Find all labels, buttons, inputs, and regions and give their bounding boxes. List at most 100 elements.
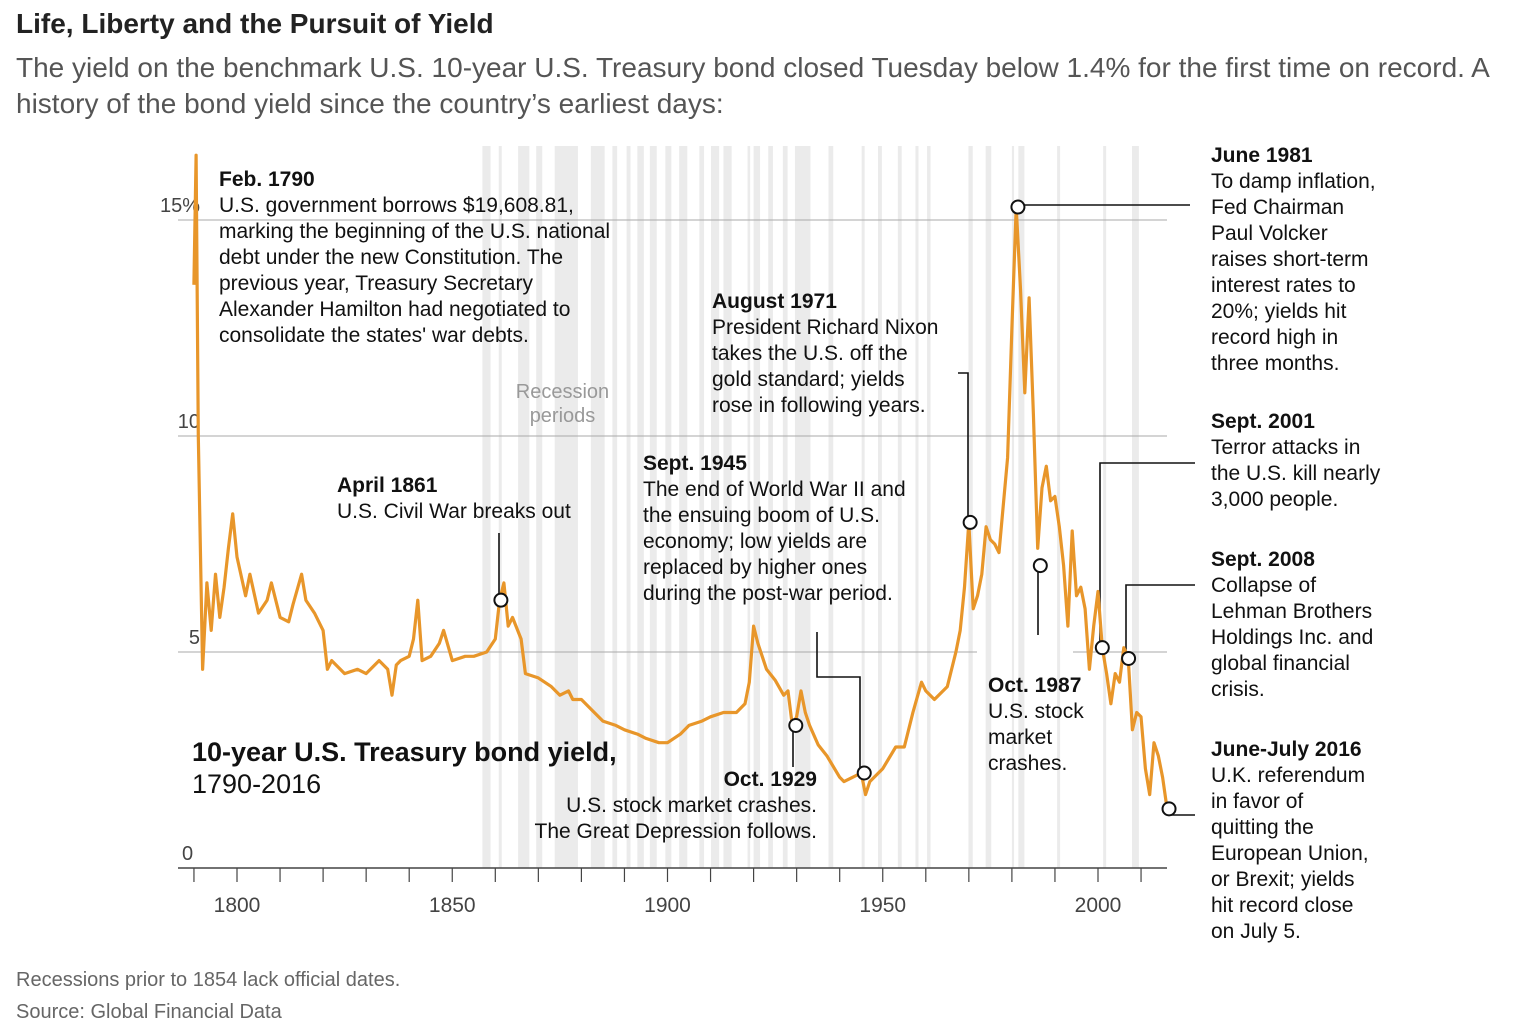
series-label-range: 1790-2016 [192,769,322,799]
annotation-date: Feb. 1790 [219,168,315,191]
annotation-text-line: or Brexit; yields [1211,868,1355,891]
annotation-text-line: To damp inflation, [1211,170,1376,193]
annotation-text-line: consolidate the states' war debts. [219,324,529,347]
recession-periods-label: Recession periods [515,381,610,427]
annotation-text-line: the ensuing boom of U.S. [643,504,880,527]
event-marker [1032,558,1048,574]
recession-band [782,146,788,868]
annotation-text-line: raises short-term [1211,248,1369,271]
annotation-sept-2001: Sept. 2001 Terror attacks in the U.S. kill… [1211,409,1380,513]
recession-band [1057,146,1061,868]
recession-band [665,146,672,868]
annotation-date: April 1861 [337,474,438,497]
annotation-text-line: on July 5. [1211,920,1301,943]
x-tick-label: 1800 [214,894,261,917]
annotation-text-line: Lehman Brothers [1211,600,1373,623]
annotation-text-line: Holdings Inc. and [1211,626,1374,649]
annotation-text-line: market [988,726,1053,749]
recession-band [1103,146,1107,868]
event-marker [962,514,978,530]
recession-band [518,146,530,868]
recession-band [968,146,973,868]
recession-band [747,146,751,868]
annotation-text-line: President Richard Nixon [712,316,939,339]
annotation-date: Sept. 2001 [1211,410,1315,433]
annotation-text-line: Terror attacks in [1211,436,1361,459]
annotation-text-line: during the post-war period. [643,582,893,605]
annotation-sept-1945: Sept. 1945 The end of World War II and the… [643,451,906,607]
recession-band [649,146,657,868]
annotation-text-line: marking the beginning of the U.S. nation… [219,220,611,243]
callout-line [816,632,861,772]
recession-band [897,146,902,868]
annotation-text-line: Paul Volcker [1211,222,1328,245]
annotation-text-line: U.S. stock market crashes. [566,794,817,817]
recession-band [768,146,773,868]
annotation-date: August 1971 [712,290,837,313]
y-tick-label: 5 [189,627,200,649]
annotation-text-line: crashes. [988,752,1068,775]
annotation-text-line: U.S. government borrows $19,608.81, [219,194,574,217]
recession-band [498,146,502,868]
x-tick-label: 2000 [1075,894,1122,917]
annotation-text-line: in favor of [1211,790,1304,813]
series-label: 10-year U.S. Treasury bond yield, 1790-2… [192,736,617,800]
yield-line [192,153,1169,808]
annotation-text-line: replaced by higher ones [643,556,868,579]
recession-band [723,146,732,868]
annotation-feb-1790: Feb. 1790 U.S. government borrows $19,608… [219,167,610,349]
y-tick-label: 10 [178,411,200,433]
recession-band [482,146,491,868]
event-marker [856,765,872,781]
annotation-text-line: crisis. [1211,678,1265,701]
annotation-text-line: U.S. Civil War breaks out [337,500,571,523]
annotation-text-line: Alexander Hamilton had negotiated to [219,298,571,321]
recession-band [590,146,605,868]
recession-band [710,146,720,868]
annotation-text-line: record high in [1211,326,1339,349]
event-marker [493,592,509,608]
chart-subtitle: The yield on the benchmark U.S. 10-year … [16,52,1489,119]
annotation-text-line: global financial [1211,652,1350,675]
event-marker [1010,199,1026,215]
annotation-oct-1987: Oct. 1987 U.S. stock market crashes. [988,673,1084,777]
event-marker [1094,640,1110,656]
event-marker [1121,650,1137,666]
recession-band [626,146,631,868]
annotation-text-line: interest rates to [1211,274,1356,297]
annotation-june-july-2016: June-July 2016 U.K. referendum in favor of… [1211,737,1369,945]
annotation-text-line: Fed Chairman [1211,196,1345,219]
y-tick-label: 0 [182,843,193,865]
x-tick-label: 1950 [859,894,906,917]
annotation-june-1981: June 1981 To damp inflation, Fed Chairman P… [1211,143,1376,377]
annotation-oct-1929: Oct. 1929 U.S. stock market crashes. The G… [504,767,817,845]
recession-band [927,146,931,868]
recession-band [985,146,992,868]
annotation-text-line: previous year, Treasury Secretary [219,272,533,295]
y-tick-label: 15% [160,195,200,217]
recession-band [753,146,761,868]
chart-title: Life, Liberty and the Pursuit of Yield [16,8,494,39]
annotation-text-line: debt under the new Constitution. The [219,246,564,269]
annotation-text-line: gold standard; yields [712,368,905,391]
callout-line [1099,462,1195,645]
callout-line [1125,584,1195,658]
annotation-text-line: The Great Depression follows. [534,820,817,843]
event-marker [788,717,804,733]
recession-band [828,146,834,868]
annotation-text-line: 3,000 people. [1211,488,1339,511]
recession-band [861,146,865,868]
annotation-text-line: rose in following years. [712,394,926,417]
recession-band [794,146,811,868]
recession-band [1132,146,1139,868]
recession-band [536,146,543,868]
annotation-text-line: quitting the [1211,816,1314,839]
annotation-text-line: 20%; yields hit [1211,300,1347,323]
recession-band [1018,146,1025,868]
annotation-date: Sept. 2008 [1211,548,1315,571]
annotation-august-1971: August 1971 President Richard Nixon takes … [712,289,938,419]
annotation-text-line: three months. [1211,352,1340,375]
series-label-title: 10-year U.S. Treasury bond yield, [192,737,617,767]
footnote: Recessions prior to 1854 lack official d… [16,969,401,991]
